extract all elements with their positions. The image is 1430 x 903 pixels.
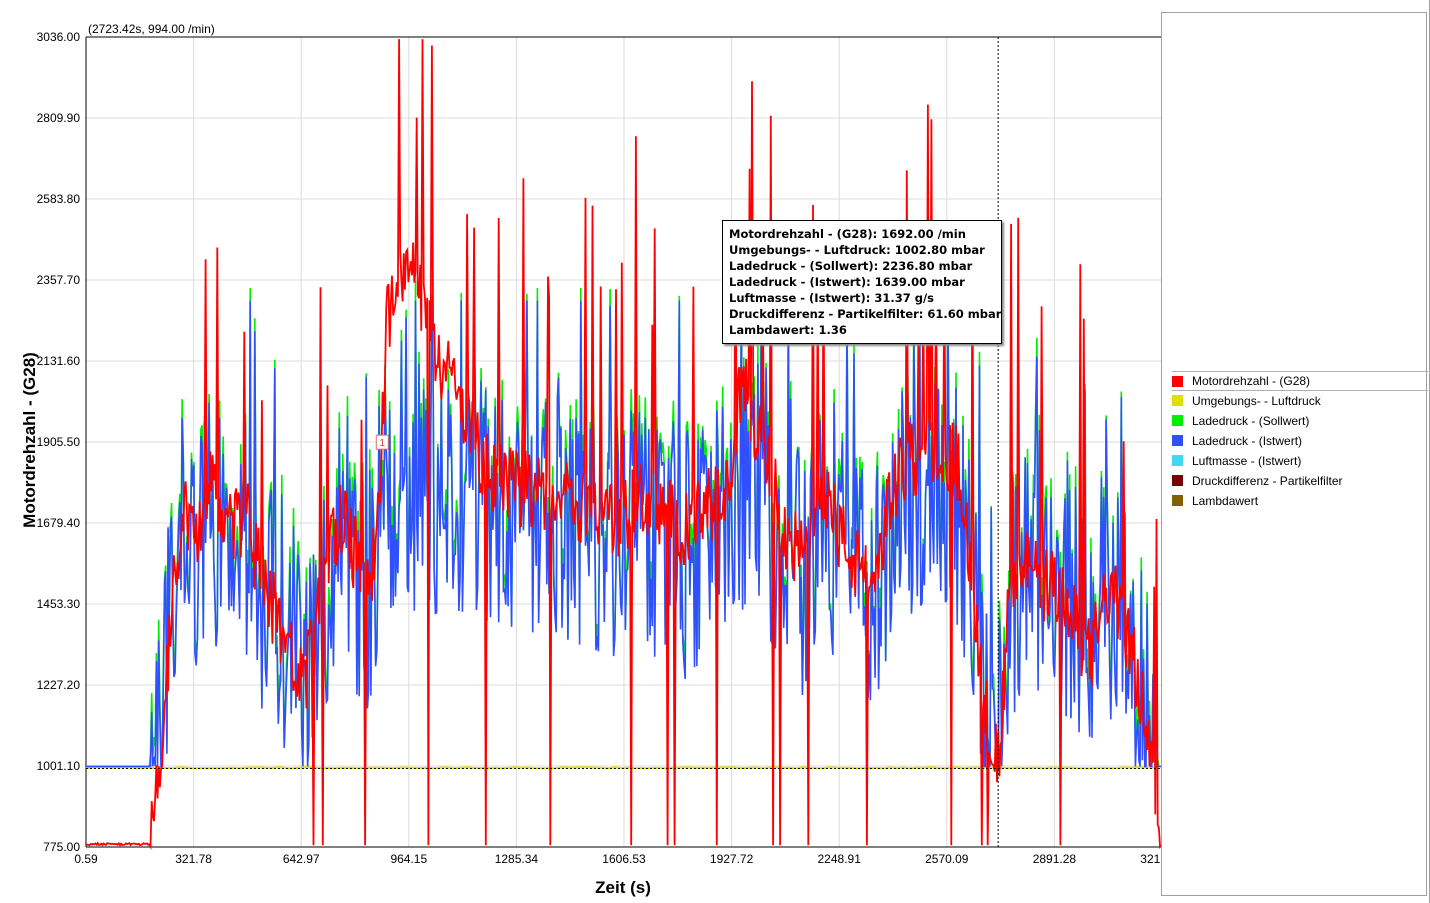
legend-swatch	[1172, 415, 1183, 426]
y-tick-label: 1679.40	[37, 516, 81, 530]
y-tick-label: 1905.50	[37, 435, 81, 449]
legend-swatch	[1172, 495, 1183, 506]
legend-list: Motordrehzahl - (G28) Umgebungs- - Luftd…	[1172, 371, 1428, 511]
y-tick-label: 1001.10	[37, 759, 81, 773]
x-tick-label: 2248.91	[818, 852, 862, 866]
data-tooltip: Motordrehzahl - (G28): 1692.00 /min Umge…	[722, 220, 1002, 344]
legend-item-ladedruck-ist[interactable]: Ladedruck - (Istwert)	[1172, 431, 1428, 451]
y-tick-label: 1453.30	[37, 597, 81, 611]
x-tick-label: 1927.72	[710, 852, 754, 866]
x-tick-label: 642.97	[283, 852, 320, 866]
tooltip-line-rpm: Motordrehzahl - (G28): 1692.00 /min	[729, 227, 966, 241]
x-axis-title: Zeit (s)	[595, 878, 651, 897]
x-tick-label: 1285.34	[495, 852, 539, 866]
tooltip-line-ambient: Umgebungs- - Luftdruck: 1002.80 mbar	[729, 243, 985, 257]
legend-item-ladedruck-soll[interactable]: Ladedruck - (Sollwert)	[1172, 411, 1428, 431]
y-tick-label: 3036.00	[37, 30, 81, 44]
legend-swatch	[1172, 455, 1183, 466]
legend-label: Druckdifferenz - Partikelfilter	[1192, 474, 1343, 488]
legend-label: Umgebungs- - Luftdruck	[1192, 394, 1321, 408]
legend-swatch	[1172, 475, 1183, 486]
y-tick-label: 1227.20	[37, 678, 81, 692]
tooltip-line-air-mass: Luftmasse - (Istwert): 31.37 g/s	[729, 291, 935, 305]
tooltip-line-lambda: Lambdawert: 1.36	[729, 323, 847, 337]
legend-label: Luftmasse - (Istwert)	[1192, 454, 1302, 468]
tooltip-line-boost-target: Ladedruck - (Sollwert): 2236.80 mbar	[729, 259, 973, 273]
legend-item-motordrehzahl[interactable]: Motordrehzahl - (G28)	[1172, 371, 1428, 391]
tooltip-line-boost-actual: Ladedruck - (Istwert): 1639.00 mbar	[729, 275, 965, 289]
cursor-readout: (2723.42s, 994.00 /min)	[88, 22, 215, 36]
legend-label: Ladedruck - (Istwert)	[1192, 434, 1303, 448]
legend-swatch	[1172, 376, 1183, 387]
x-tick-label: 1606.53	[602, 852, 646, 866]
legend-label: Lambdawert	[1192, 494, 1259, 508]
legend-label: Ladedruck - (Sollwert)	[1192, 414, 1310, 428]
y-tick-label: 775.00	[43, 840, 80, 854]
x-tick-label: 321.78	[175, 852, 212, 866]
y-tick-label: 2809.90	[37, 111, 81, 125]
overlay-layer: 1	[86, 37, 1162, 847]
legend-swatch	[1172, 395, 1183, 406]
legend-item-luftmasse[interactable]: Luftmasse - (Istwert)	[1172, 451, 1428, 471]
y-axis-title: Motordrehzahl - (G28)	[20, 352, 39, 528]
y-tick-label: 2357.70	[37, 273, 81, 287]
y-tick-label: 2131.60	[37, 354, 81, 368]
series-line-motordrehzahl	[85, 39, 1162, 851]
x-tick-label: 964.15	[390, 852, 427, 866]
tooltip-line-dpf-pressure: Druckdifferenz - Partikelfilter: 61.60 m…	[729, 307, 1002, 321]
legend-swatch	[1172, 435, 1183, 446]
event-marker-label: 1	[380, 438, 386, 449]
event-marker-box	[375, 434, 389, 450]
window-top-strip	[0, 0, 1430, 10]
legend-item-lambdawert[interactable]: Lambdawert	[1172, 491, 1428, 511]
x-tick-label: 0.59	[74, 852, 98, 866]
y-tick-label: 2583.80	[37, 192, 81, 206]
legend-item-luftdruck[interactable]: Umgebungs- - Luftdruck	[1172, 391, 1428, 411]
x-tick-label: 2570.09	[925, 852, 969, 866]
legend-label: Motordrehzahl - (G28)	[1192, 374, 1311, 388]
x-tick-label: 2891.28	[1033, 852, 1077, 866]
legend-panel: Motordrehzahl - (G28) Umgebungs- - Luftd…	[1161, 12, 1428, 896]
legend-item-druckdifferenz[interactable]: Druckdifferenz - Partikelfilter	[1172, 471, 1428, 491]
